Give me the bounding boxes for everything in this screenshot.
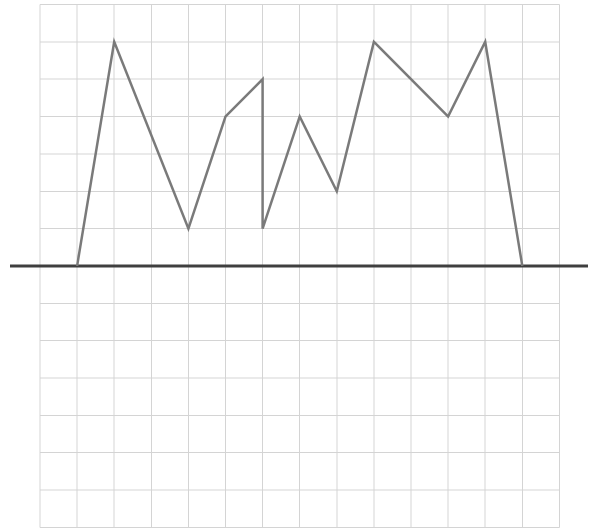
profile-line	[75, 37, 524, 267]
